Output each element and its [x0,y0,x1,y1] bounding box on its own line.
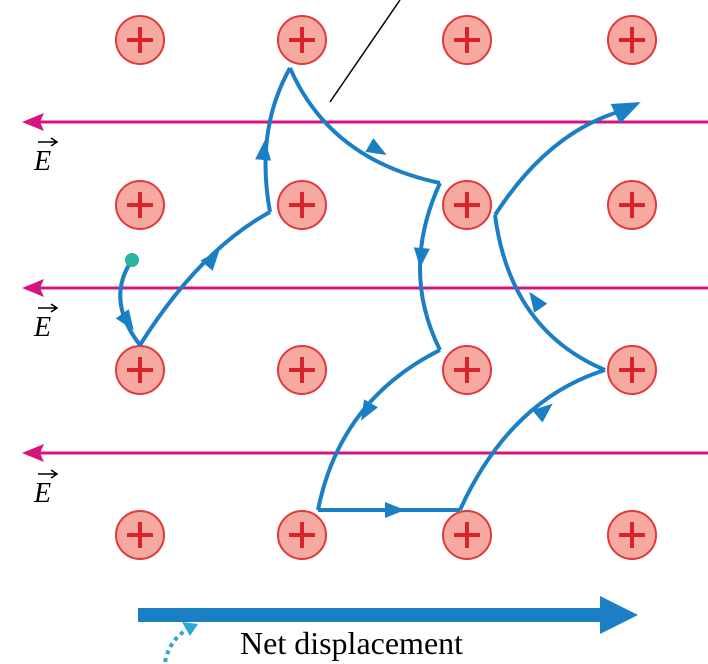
path-leg [460,370,605,510]
dotted-pointer-head [182,622,198,636]
path-leg [420,183,440,350]
pointer-line [330,0,400,102]
net-displacement: Net displacement [138,596,638,662]
net-displacement-label: Net displacement [240,625,463,661]
ion [278,346,326,394]
ion [116,346,164,394]
ion [443,16,491,64]
field-label: E [33,478,51,509]
ion [443,181,491,229]
field-label: E [33,146,51,177]
ion [443,511,491,559]
ion [278,181,326,229]
arrowhead [255,139,273,160]
path-leg [140,212,270,345]
path-leg [318,350,440,510]
ion [608,16,656,64]
ion [116,16,164,64]
arrowhead [200,245,225,271]
diagram: E E E Net displacement [0,0,708,664]
dotted-pointer [165,628,190,662]
net-arrow-shaft [138,608,610,622]
vector-arrow [38,470,57,478]
arrowhead [116,309,141,335]
arrowhead [412,247,430,268]
ion [443,346,491,394]
path-leg [495,215,605,370]
vector-arrow [38,138,57,146]
path-leg [495,110,625,215]
path-leg [120,260,140,345]
path-leg [290,68,440,183]
ion [278,511,326,559]
arrowhead [385,502,405,518]
ion [608,511,656,559]
arrowhead [611,92,646,124]
net-arrow-head [600,596,638,634]
ion [116,511,164,559]
field-label: E [33,312,51,343]
vector-arrow [38,304,57,312]
ion [608,181,656,229]
start-point [125,253,139,267]
ion [116,181,164,229]
ion [608,346,656,394]
ion [278,16,326,64]
